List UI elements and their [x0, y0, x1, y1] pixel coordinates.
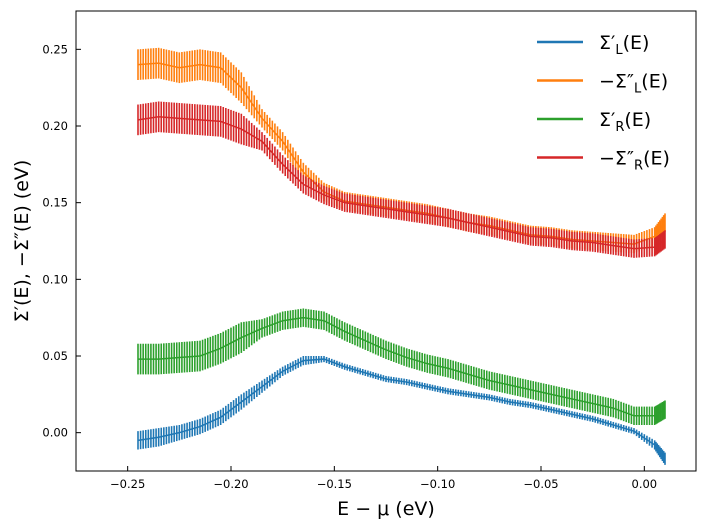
- x-tick-label: −0.15: [317, 477, 352, 491]
- series-line: [138, 316, 666, 417]
- y-axis-label: Σ′(E), −Σ″(E) (eV): [11, 160, 33, 323]
- series-3: [137, 101, 666, 258]
- series-layer: [137, 47, 666, 465]
- legend-label: Σ′R(E): [599, 109, 651, 135]
- y-tick-label: 0.05: [42, 349, 68, 363]
- x-axis-label: E − μ (eV): [337, 498, 435, 520]
- x-tick-label: −0.25: [110, 477, 145, 491]
- y-tick-label: 0.25: [42, 42, 68, 56]
- series-1: [137, 47, 666, 254]
- x-tick-label: −0.05: [523, 477, 558, 491]
- x-tick-label: 0.00: [632, 477, 658, 491]
- y-tick-label: 0.00: [42, 426, 68, 440]
- legend-item: Σ′R(E): [537, 109, 651, 135]
- legend-label: −Σ″R(E): [599, 148, 670, 174]
- legend: Σ′L(E) −Σ″L(E) Σ′R(E) −Σ″R(E): [537, 32, 670, 174]
- legend-item: −Σ″L(E): [537, 71, 668, 97]
- legend-label: −Σ″L(E): [599, 71, 668, 97]
- legend-label: Σ′L(E): [599, 32, 649, 58]
- series-0: [137, 356, 666, 465]
- legend-item: −Σ″R(E): [537, 148, 670, 174]
- series-line: [137, 358, 666, 460]
- x-tick-label: −0.20: [213, 477, 248, 491]
- ticks-layer: −0.25 −0.20 −0.15 −0.10 −0.05 0.00 0.00 0.05 0.1…: [42, 42, 657, 491]
- plot-frame: [75, 10, 697, 472]
- series-line: [137, 116, 666, 250]
- legend-item: Σ′L(E): [537, 32, 649, 58]
- series-2: [137, 308, 666, 425]
- y-tick-label: 0.10: [42, 272, 68, 286]
- y-tick-label: 0.20: [42, 119, 68, 133]
- y-tick-label: 0.15: [42, 196, 68, 210]
- x-tick-label: −0.10: [420, 477, 455, 491]
